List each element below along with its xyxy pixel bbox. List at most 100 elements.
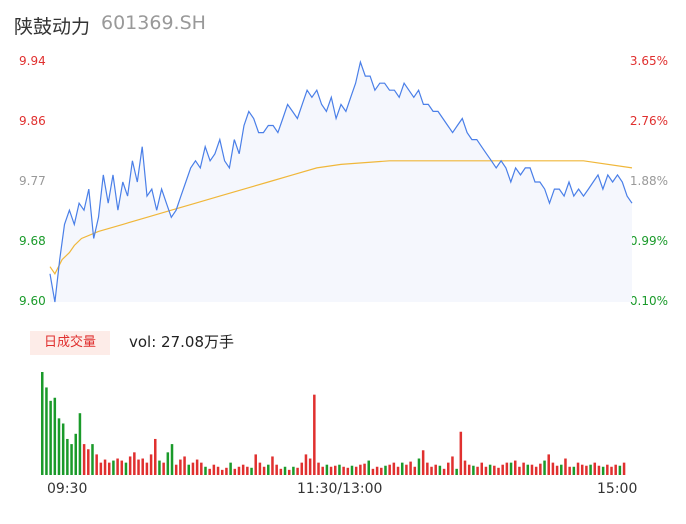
volume-bar	[183, 456, 186, 475]
volume-bar	[262, 466, 266, 475]
volume-bar	[346, 467, 350, 475]
stock-name: 陕鼓动力	[14, 16, 91, 38]
volume-bar	[200, 462, 203, 475]
volume-bar	[78, 413, 82, 475]
time-label-close: 15:00	[597, 481, 638, 497]
volume-bar	[141, 458, 144, 475]
volume-bar	[317, 462, 320, 475]
volume-bar	[325, 464, 329, 475]
volume-bar	[480, 462, 484, 475]
volume-bar	[191, 462, 195, 475]
volume-bar	[267, 464, 270, 475]
volume-bar	[610, 466, 613, 475]
volume-bar	[534, 466, 538, 475]
volume-bar	[501, 464, 504, 475]
volume-bar	[438, 465, 442, 475]
volume-info: vol: 27.08万手	[129, 333, 234, 351]
volume-bar	[522, 462, 525, 475]
volume-bar	[455, 468, 458, 475]
volume-bar	[296, 467, 299, 475]
volume-bar	[321, 466, 324, 475]
volume-bar	[388, 464, 391, 475]
volume-bar	[57, 418, 61, 475]
volume-bar	[371, 468, 375, 475]
volume-bar	[124, 462, 128, 475]
volume-bar	[426, 462, 429, 475]
volume-bar	[392, 462, 396, 475]
volume-bar	[162, 462, 165, 475]
stock-code: 601369.SH	[101, 12, 206, 34]
volume-bar	[543, 460, 546, 475]
volume-bar	[513, 460, 517, 475]
volume-bar	[53, 397, 57, 475]
volume-bar	[116, 458, 119, 475]
volume-bar	[593, 462, 597, 475]
volume-bar	[250, 467, 253, 475]
volume-bar	[283, 466, 287, 475]
volume-bar	[300, 462, 304, 475]
volume-bar	[396, 466, 400, 475]
volume-bar	[555, 465, 559, 475]
volume-bar	[204, 466, 207, 475]
volume-bar	[87, 449, 90, 475]
volume-bar	[61, 423, 65, 475]
volume-bar	[112, 460, 115, 475]
volume-bar	[568, 466, 571, 475]
volume-bar	[618, 465, 622, 475]
volume-bar	[493, 465, 496, 475]
volume-bar	[103, 459, 107, 475]
price-tick-lower: 9.68	[19, 234, 46, 248]
volume-bar	[334, 465, 337, 475]
volume-bar	[580, 464, 584, 475]
price-area	[50, 62, 632, 302]
volume-bar	[564, 458, 567, 475]
volume-bar	[342, 466, 345, 475]
volume-bar	[526, 464, 530, 475]
volume-bar	[405, 464, 408, 475]
volume-bar	[367, 460, 370, 475]
pct-tick-lower: 0.99%	[629, 234, 668, 248]
volume-bar	[95, 454, 98, 475]
volume-bar	[417, 458, 421, 475]
volume-bar	[597, 465, 601, 475]
volume-bar	[384, 465, 387, 475]
volume-bar	[91, 444, 94, 475]
volume-bar	[179, 459, 182, 475]
volume-bar	[271, 456, 274, 475]
volume-bar	[451, 456, 454, 475]
volume-bar	[585, 465, 588, 475]
volume-bar	[137, 459, 140, 475]
price-tick-bottom: 9.60	[19, 294, 46, 308]
volume-bar	[430, 466, 433, 475]
volume-bar	[220, 469, 224, 475]
volume-tab[interactable]: 日成交量	[30, 331, 110, 355]
volume-bar	[363, 463, 366, 475]
volume-bar	[359, 464, 362, 475]
volume-bar	[237, 466, 241, 475]
volume-bar	[518, 466, 521, 475]
volume-bar	[233, 468, 237, 475]
volume-bar	[254, 454, 257, 475]
volume-bar	[241, 464, 245, 475]
volume-bar	[149, 454, 153, 475]
volume-bar	[216, 466, 220, 475]
volume-bar	[459, 431, 463, 475]
volume-bar	[497, 467, 500, 475]
volume-bar	[434, 464, 437, 475]
volume-bar	[49, 400, 52, 475]
volume-bar	[463, 460, 467, 475]
volume-bar	[467, 464, 471, 475]
volume-bar	[120, 460, 124, 475]
volume-bar	[187, 464, 191, 475]
volume-bar	[208, 468, 211, 475]
price-tick-top: 9.94	[19, 54, 46, 68]
volume-bar	[107, 462, 111, 475]
volume-bar	[572, 466, 576, 475]
volume-bar	[229, 462, 232, 475]
volume-bar	[329, 466, 333, 475]
volume-bar	[287, 469, 291, 475]
volume-bar	[246, 466, 249, 475]
time-label-open: 09:30	[47, 481, 88, 497]
volume-bar	[375, 466, 379, 475]
volume-bar	[158, 460, 161, 475]
